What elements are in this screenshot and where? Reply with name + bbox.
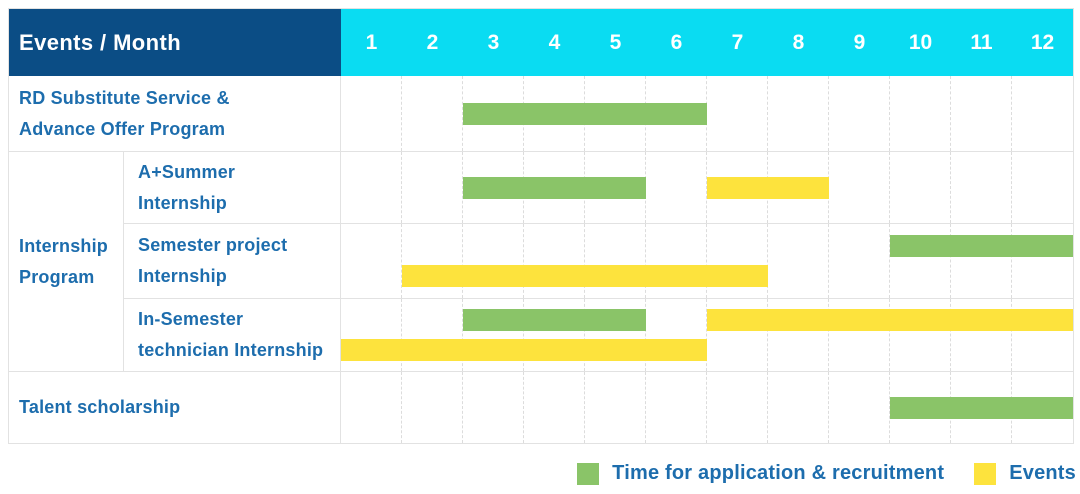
month-header: 9 xyxy=(853,30,866,54)
legend-label: Time for application & recruitment xyxy=(612,462,945,484)
gantt-row-chart xyxy=(341,372,1073,443)
month-gridline xyxy=(401,76,402,151)
page-title: Events / Month xyxy=(9,9,341,76)
month-gridline xyxy=(889,152,890,223)
month-header: 12 xyxy=(1030,30,1055,54)
legend-label: Events xyxy=(1009,462,1076,484)
legend-item-application: Time for application & recruitment xyxy=(577,462,944,485)
month-gridline xyxy=(523,372,524,443)
month-gridline xyxy=(584,372,585,443)
month-gridline xyxy=(584,224,585,298)
header-row: Events / Month 1 2 3 4 5 6 7 8 9 10 11 1… xyxy=(9,9,1073,76)
month-header: 4 xyxy=(548,30,561,54)
month-header: 7 xyxy=(731,30,744,54)
month-gridline xyxy=(401,372,402,443)
row-label: Semester project Internship xyxy=(124,224,341,298)
bar-application xyxy=(890,235,1073,257)
month-header-strip: 1 2 3 4 5 6 7 8 9 10 11 12 xyxy=(341,9,1073,76)
bar-events xyxy=(341,339,707,361)
month-gridline xyxy=(462,372,463,443)
month-gridline xyxy=(950,152,951,223)
month-gridline xyxy=(950,224,951,298)
month-gridline xyxy=(706,372,707,443)
month-gridline xyxy=(767,372,768,443)
month-gridline xyxy=(828,372,829,443)
month-header: 1 xyxy=(365,30,378,54)
month-gridline xyxy=(523,299,524,371)
month-gridline xyxy=(889,76,890,151)
month-gridline xyxy=(401,299,402,371)
month-gridline xyxy=(462,76,463,151)
month-gridline xyxy=(462,152,463,223)
bar-application xyxy=(890,397,1073,419)
month-gridline xyxy=(1011,152,1012,223)
gantt-row-chart xyxy=(341,152,1073,223)
group-label: Internship Program xyxy=(9,152,124,371)
month-gridline xyxy=(523,224,524,298)
month-gridline xyxy=(950,299,951,371)
month-gridline xyxy=(767,224,768,298)
month-header: 8 xyxy=(792,30,805,54)
month-gridline xyxy=(828,76,829,151)
month-gridline xyxy=(767,76,768,151)
legend-item-events: Events xyxy=(974,462,1076,485)
month-gridline xyxy=(645,224,646,298)
month-gridline xyxy=(645,372,646,443)
bar-events xyxy=(707,309,1073,331)
row-label: RD Substitute Service & Advance Offer Pr… xyxy=(9,76,341,151)
table-row-rd-substitute: RD Substitute Service & Advance Offer Pr… xyxy=(9,76,1073,151)
bar-events xyxy=(707,177,829,199)
month-gridline xyxy=(828,224,829,298)
month-gridline xyxy=(706,152,707,223)
group-subrows: A+Summer Internship Semester project Int… xyxy=(124,152,1073,371)
month-gridline xyxy=(950,76,951,151)
legend: Time for application & recruitment Event… xyxy=(577,462,1076,485)
month-gridline xyxy=(889,224,890,298)
month-gridline xyxy=(584,299,585,371)
month-gridline xyxy=(889,372,890,443)
events-legend-swatch xyxy=(974,462,997,485)
month-header: 11 xyxy=(970,30,993,54)
month-gridline xyxy=(462,299,463,371)
gantt-row-chart xyxy=(341,224,1073,298)
bar-application xyxy=(463,309,646,331)
month-gridline xyxy=(1011,299,1012,371)
month-gridline xyxy=(706,224,707,298)
table-row-semester-project: Semester project Internship xyxy=(124,223,1073,298)
table-row-talent-scholarship: Talent scholarship xyxy=(9,371,1073,443)
month-gridline xyxy=(401,152,402,223)
month-header: 5 xyxy=(609,30,622,54)
table-row-a-plus-summer: A+Summer Internship xyxy=(124,152,1073,223)
month-header: 3 xyxy=(487,30,500,54)
month-gridline xyxy=(889,299,890,371)
gantt-row-chart xyxy=(341,76,1073,151)
month-gridline xyxy=(828,299,829,371)
month-gridline xyxy=(462,224,463,298)
gantt-table: Events / Month 1 2 3 4 5 6 7 8 9 10 11 1… xyxy=(8,8,1074,444)
bar-application xyxy=(463,177,646,199)
bar-events xyxy=(402,265,768,287)
month-header: 10 xyxy=(908,30,933,54)
bar-application xyxy=(463,103,707,125)
table-row-in-semester: In-Semester technician Internship xyxy=(124,298,1073,371)
application-legend-swatch xyxy=(577,462,600,485)
internship-program-group: Internship Program A+Summer Internship S… xyxy=(9,151,1073,371)
month-header: 6 xyxy=(670,30,683,54)
month-gridline xyxy=(645,299,646,371)
month-gridline xyxy=(1011,224,1012,298)
row-label: A+Summer Internship xyxy=(124,152,341,223)
month-gridline xyxy=(767,299,768,371)
month-gridline xyxy=(706,299,707,371)
month-gridline xyxy=(401,224,402,298)
month-header: 2 xyxy=(426,30,439,54)
row-label: In-Semester technician Internship xyxy=(124,299,341,371)
month-gridline xyxy=(1011,76,1012,151)
gantt-row-chart xyxy=(341,299,1073,371)
row-label: Talent scholarship xyxy=(9,372,341,443)
